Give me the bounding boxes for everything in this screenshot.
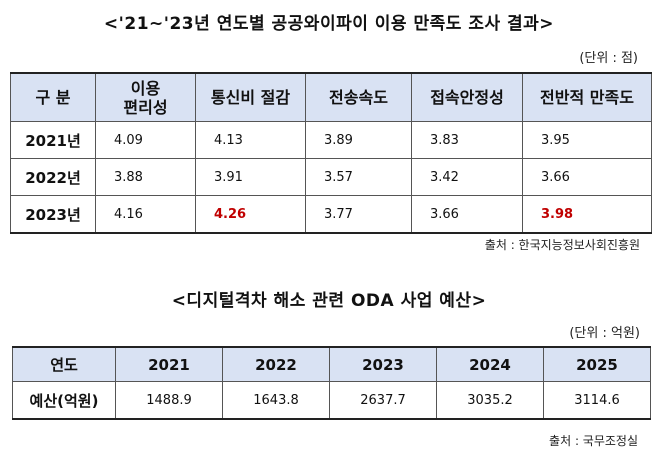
table-row: 2023년 4.16 4.26 3.77 3.66 3.98 (10, 195, 652, 234)
survey-table-title: <'21~'23년 연도별 공공와이파이 이용 만족도 조사 결과> (103, 14, 555, 34)
cell-value: 1488.9 (115, 381, 223, 420)
cell-value: 3.95 (522, 121, 652, 159)
cell-value: 3.66 (411, 195, 523, 234)
highlighted-cell-value: 3.98 (522, 195, 652, 234)
header-stability: 접속안정성 (411, 72, 523, 122)
cell-value: 3114.6 (543, 381, 651, 420)
cell-value: 3.77 (305, 195, 412, 234)
table-row: 2021년 4.09 4.13 3.89 3.83 3.95 (10, 121, 652, 159)
header-year-value: 2025 (543, 346, 651, 382)
oda-budget-table-unit: (단위 : 억원) (569, 326, 640, 341)
satisfaction-survey-table: 구 분 이용 편리성 통신비 절감 전송속도 접속안정성 전반적 만족도 2021… (10, 72, 652, 234)
row-label: 2023년 (10, 195, 96, 234)
header-year: 연도 (12, 346, 116, 382)
survey-table-unit: (단위 : 점) (579, 51, 638, 66)
header-year-value: 2022 (222, 346, 330, 382)
cell-value: 3.88 (95, 158, 196, 196)
header-year-value: 2023 (329, 346, 437, 382)
table-header-row: 연도 2021 2022 2023 2024 2025 (12, 346, 651, 382)
table-header-row: 구 분 이용 편리성 통신비 절감 전송속도 접속안정성 전반적 만족도 (10, 72, 652, 122)
table-row: 2022년 3.88 3.91 3.57 3.42 3.66 (10, 158, 652, 196)
cell-value: 1643.8 (222, 381, 330, 420)
cell-value: 3.42 (411, 158, 523, 196)
header-convenience: 이용 편리성 (95, 72, 196, 122)
cell-value: 3.91 (195, 158, 306, 196)
cell-value: 3.66 (522, 158, 652, 196)
cell-value: 3.57 (305, 158, 412, 196)
table-row: 예산(억원) 1488.9 1643.8 2637.7 3035.2 3114.… (12, 381, 651, 420)
header-overall: 전반적 만족도 (522, 72, 652, 122)
header-year-value: 2021 (115, 346, 223, 382)
cell-value: 4.09 (95, 121, 196, 159)
oda-budget-table-title: <디지털격차 해소 관련 ODA 사업 예산> (171, 291, 487, 311)
cell-value: 2637.7 (329, 381, 437, 420)
header-speed: 전송속도 (305, 72, 412, 122)
survey-table-source: 출처 : 한국지능정보사회진흥원 (484, 238, 640, 252)
header-year-value: 2024 (436, 346, 544, 382)
row-label: 2022년 (10, 158, 96, 196)
cell-value: 4.16 (95, 195, 196, 234)
row-label: 예산(억원) (12, 381, 116, 420)
cell-value: 3.89 (305, 121, 412, 159)
header-category: 구 분 (10, 72, 96, 122)
cell-value: 3035.2 (436, 381, 544, 420)
header-cost-saving: 통신비 절감 (195, 72, 306, 122)
cell-value: 3.83 (411, 121, 523, 159)
oda-budget-table: 연도 2021 2022 2023 2024 2025 예산(억원) 1488.… (12, 346, 651, 420)
row-label: 2021년 (10, 121, 96, 159)
oda-budget-table-source: 출처 : 국무조정실 (549, 434, 638, 448)
highlighted-cell-value: 4.26 (195, 195, 306, 234)
cell-value: 4.13 (195, 121, 306, 159)
